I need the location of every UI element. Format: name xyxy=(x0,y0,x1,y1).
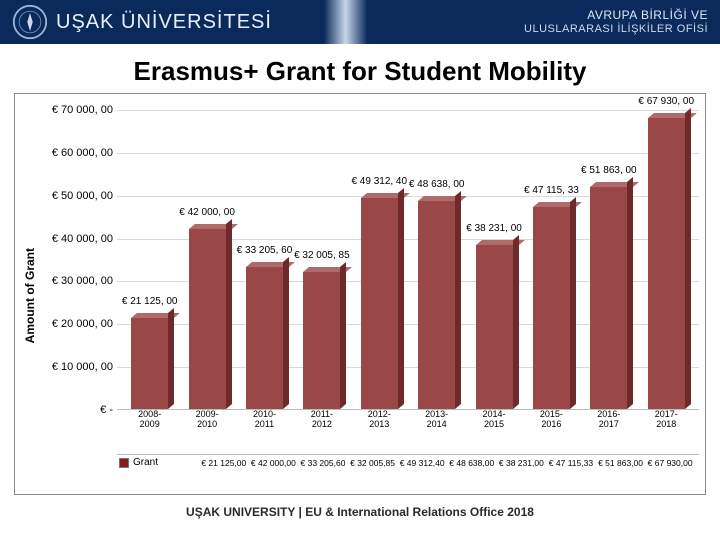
legend-value: € 49 312,40 xyxy=(399,458,446,468)
bar-value-label: € 42 000, 00 xyxy=(179,207,235,218)
x-tick: 2015-2016 xyxy=(524,410,579,454)
legend-value: € 67 930,00 xyxy=(647,458,694,468)
y-axis-label: Amount of Grant xyxy=(21,248,39,343)
legend-label: Grant xyxy=(133,457,195,468)
bar-slot: € 21 125, 00 xyxy=(122,318,177,409)
bar-slot: € 47 115, 33 xyxy=(524,207,579,409)
legend-swatch xyxy=(119,458,129,468)
university-name: UŞAK ÜNİVERSİTESİ xyxy=(56,11,272,34)
bar xyxy=(533,207,570,409)
legend-value: € 42 000,00 xyxy=(250,458,297,468)
bar-value-label: € 21 125, 00 xyxy=(122,296,178,307)
x-tick: 2009-2010 xyxy=(180,410,235,454)
bar xyxy=(131,318,168,409)
chart-area: Amount of Grant € - € 10 000, 00 € 20 000,… xyxy=(21,100,699,492)
legend-value: € 48 638,00 xyxy=(448,458,495,468)
bar-slot: € 67 930, 00 xyxy=(639,118,694,409)
logo-area: UŞAK ÜNİVERSİTESİ xyxy=(12,4,272,40)
legend-value: € 38 231,00 xyxy=(498,458,545,468)
bar xyxy=(418,201,455,409)
bar-value-label: € 33 205, 60 xyxy=(237,245,293,256)
bar xyxy=(189,229,226,409)
y-tick: € 10 000, 00 xyxy=(52,361,113,373)
bar-slot: € 48 638, 00 xyxy=(409,201,464,409)
bar xyxy=(590,187,627,409)
x-tick: 2010-2011 xyxy=(237,410,292,454)
x-axis: 2008-20092009-20102010-20112011-20122012… xyxy=(117,410,699,454)
bar xyxy=(246,267,283,409)
bar-slot: € 51 863, 00 xyxy=(582,187,637,409)
x-tick: 2008-2009 xyxy=(122,410,177,454)
x-tick: 2013-2014 xyxy=(409,410,464,454)
bar-value-label: € 47 115, 33 xyxy=(524,185,579,196)
x-tick: 2016-2017 xyxy=(582,410,637,454)
y-tick: € 20 000, 00 xyxy=(52,318,113,330)
legend-cells: € 21 125,00€ 42 000,00€ 33 205,60€ 32 00… xyxy=(195,458,699,468)
bar-value-label: € 32 005, 85 xyxy=(294,250,350,261)
plot-wrap: € 21 125, 00€ 42 000, 00€ 33 205, 60€ 32… xyxy=(117,100,699,492)
bar-value-label: € 38 231, 00 xyxy=(466,223,522,234)
y-tick: € - xyxy=(100,404,113,416)
chart-frame: Amount of Grant € - € 10 000, 00 € 20 000,… xyxy=(14,93,706,495)
bar xyxy=(361,198,398,409)
y-axis: € -€ 10 000, 00€ 20 000, 00€ 30 000, 00€… xyxy=(39,110,117,410)
office-area: AVRUPA BİRLİĞİ VE ULUSLARARASI İLİŞKİLER… xyxy=(524,9,708,34)
bar-value-label: € 67 930, 00 xyxy=(638,96,694,107)
page-title: Erasmus+ Grant for Student Mobility xyxy=(0,56,720,87)
y-tick: € 60 000, 00 xyxy=(52,147,113,159)
bar-value-label: € 51 863, 00 xyxy=(581,165,637,176)
header-bar: UŞAK ÜNİVERSİTESİ AVRUPA BİRLİĞİ VE ULUS… xyxy=(0,0,720,44)
y-tick: € 40 000, 00 xyxy=(52,233,113,245)
bars: € 21 125, 00€ 42 000, 00€ 33 205, 60€ 32… xyxy=(117,110,699,409)
bar-slot: € 49 312, 40 xyxy=(352,198,407,409)
y-tick: € 70 000, 00 xyxy=(52,104,113,116)
legend-value: € 51 863,00 xyxy=(597,458,644,468)
bar-value-label: € 49 312, 40 xyxy=(351,176,407,187)
legend-value: € 32 005,85 xyxy=(349,458,396,468)
footer: UŞAK UNIVERSITY | EU & International Rel… xyxy=(0,505,720,519)
bar-slot: € 38 231, 00 xyxy=(467,245,522,409)
office-name-line2: ULUSLARARASI İLİŞKİLER OFİSİ xyxy=(524,23,708,35)
bar-slot: € 32 005, 85 xyxy=(295,272,350,409)
legend-value: € 21 125,00 xyxy=(200,458,247,468)
bar xyxy=(303,272,340,409)
y-tick: € 30 000, 00 xyxy=(52,275,113,287)
y-tick: € 50 000, 00 xyxy=(52,190,113,202)
bar-slot: € 42 000, 00 xyxy=(180,229,235,409)
university-logo-icon xyxy=(12,4,48,40)
legend-value: € 33 205,60 xyxy=(299,458,346,468)
bar-slot: € 33 205, 60 xyxy=(237,267,292,409)
legend-value: € 47 115,33 xyxy=(547,458,594,468)
x-tick: 2017-2018 xyxy=(639,410,694,454)
legend-row: Grant € 21 125,00€ 42 000,00€ 33 205,60€… xyxy=(117,454,699,468)
x-tick: 2012-2013 xyxy=(352,410,407,454)
bar-value-label: € 48 638, 00 xyxy=(409,179,465,190)
x-tick: 2014-2015 xyxy=(467,410,522,454)
x-tick: 2011-2012 xyxy=(295,410,350,454)
office-name-line1: AVRUPA BİRLİĞİ VE xyxy=(524,9,708,22)
bar xyxy=(476,245,513,409)
bar xyxy=(648,118,685,409)
plot: € 21 125, 00€ 42 000, 00€ 33 205, 60€ 32… xyxy=(117,110,699,410)
